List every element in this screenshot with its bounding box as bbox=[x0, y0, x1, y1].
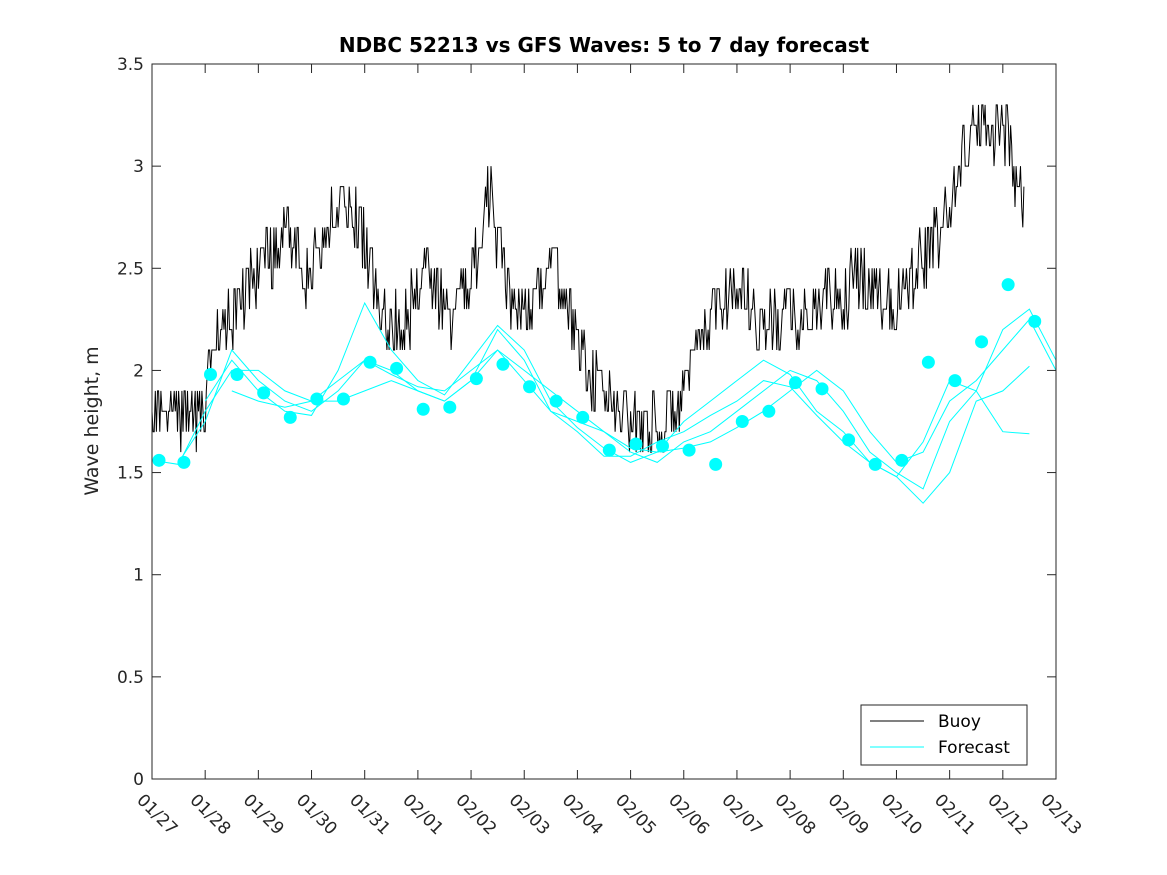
axes-box bbox=[151, 63, 1057, 780]
forecast-marker bbox=[895, 453, 909, 467]
forecast-marker bbox=[549, 394, 563, 408]
forecast-marker bbox=[602, 443, 616, 457]
forecast-marker bbox=[709, 457, 723, 471]
forecast-line bbox=[178, 308, 1057, 490]
forecast-marker bbox=[283, 410, 297, 424]
legend-buoy-label: Buoy bbox=[938, 712, 981, 732]
plot-area bbox=[152, 64, 1056, 779]
y-axis-label: Wave height, m bbox=[81, 346, 103, 495]
forecast-marker bbox=[443, 400, 457, 414]
forecast-marker bbox=[152, 453, 166, 467]
forecast-marker bbox=[469, 372, 483, 386]
y-tick-label: 0 bbox=[133, 770, 144, 790]
legend-box bbox=[860, 704, 1028, 766]
forecast-marker bbox=[336, 392, 350, 406]
buoy-series bbox=[151, 104, 1025, 453]
forecast-marker bbox=[868, 457, 882, 471]
chart-title: NDBC 52213 vs GFS Waves: 5 to 7 day fore… bbox=[339, 33, 870, 57]
forecast-marker bbox=[230, 368, 244, 382]
forecast-marker bbox=[975, 335, 989, 349]
forecast-marker bbox=[363, 355, 377, 369]
forecast-marker bbox=[788, 376, 802, 390]
y-tick-label: 2.5 bbox=[117, 259, 144, 279]
forecast-marker bbox=[629, 437, 643, 451]
y-tick-label: 0.5 bbox=[117, 668, 144, 688]
legend: Buoy Forecast bbox=[860, 704, 1028, 766]
forecast-marker bbox=[523, 380, 537, 394]
forecast-marker bbox=[390, 361, 404, 375]
forecast-marker bbox=[921, 355, 935, 369]
forecast-marker bbox=[842, 433, 856, 447]
forecast-marker bbox=[735, 415, 749, 428]
y-tick-label: 1 bbox=[133, 566, 144, 586]
forecast-marker bbox=[1028, 314, 1042, 328]
forecast-marker bbox=[177, 455, 191, 469]
y-tick-label: 3 bbox=[133, 157, 144, 177]
y-axis: 0 0.5 1 1.5 2 2.5 3 3.5 bbox=[117, 55, 1056, 790]
forecast-marker bbox=[655, 439, 669, 453]
forecast-marker bbox=[257, 386, 271, 400]
buoy-line bbox=[151, 104, 1025, 453]
forecast-marker bbox=[310, 392, 324, 406]
y-tick-label: 1.5 bbox=[117, 464, 144, 484]
forecast-marker bbox=[496, 357, 510, 371]
forecast-marker bbox=[948, 374, 962, 388]
forecast-marker bbox=[576, 410, 590, 424]
forecast-marker bbox=[815, 382, 829, 396]
forecast-marker bbox=[416, 402, 430, 416]
forecast-marker bbox=[682, 443, 696, 457]
forecast-marker bbox=[1001, 278, 1015, 292]
forecast-markers bbox=[152, 278, 1042, 471]
forecast-marker bbox=[762, 404, 776, 418]
y-tick-label: 3.5 bbox=[117, 55, 144, 75]
legend-forecast-label: Forecast bbox=[938, 738, 1010, 758]
y-tick-label: 2 bbox=[133, 361, 144, 381]
forecast-marker bbox=[203, 368, 217, 382]
